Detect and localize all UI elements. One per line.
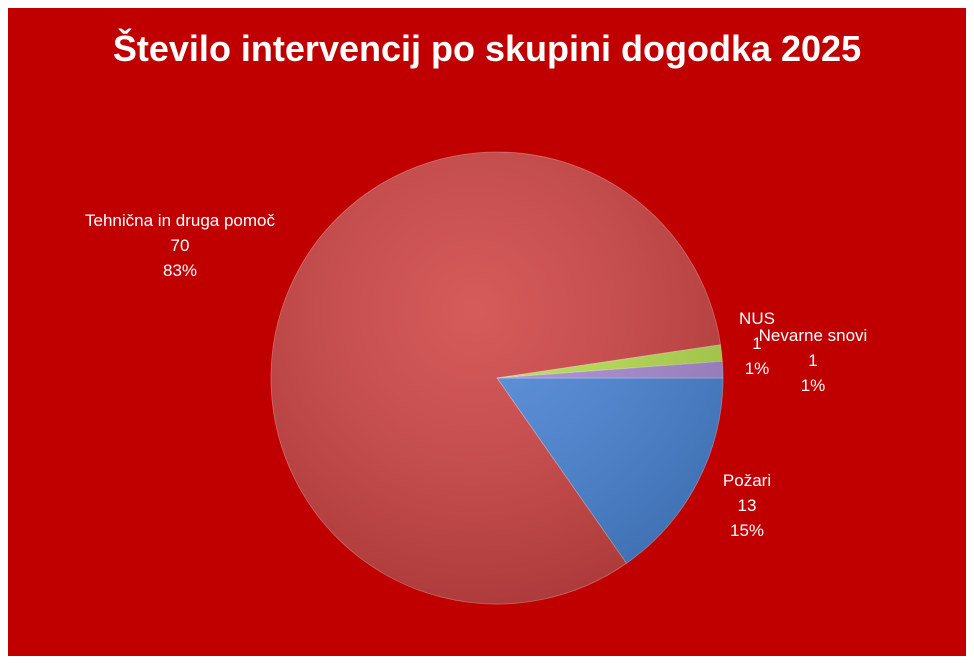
label-percent: 1%: [800, 376, 826, 395]
label-value: 13: [737, 496, 757, 515]
data-label: Tehnična in druga pomoč 70 83%: [80, 208, 280, 283]
label-percent: 1%: [744, 359, 770, 378]
label-name: Požari: [722, 471, 772, 490]
label-percent: 83%: [162, 261, 198, 280]
label-name: NUS: [739, 309, 775, 328]
label-value: 70: [170, 236, 190, 255]
label-value: 1: [752, 334, 762, 353]
label-percent: 15%: [729, 521, 765, 540]
label-name: Nevarne snovi: [758, 326, 868, 345]
label-value: 1: [808, 351, 818, 370]
data-label: Požari 13 15%: [697, 468, 797, 543]
data-label: Nevarne snovi 1 1%: [738, 323, 888, 398]
data-label: NUS 1 1%: [717, 306, 797, 381]
label-name: Tehnična in druga pomoč: [85, 211, 275, 230]
chart-title: Število intervencij po skupini dogodka 2…: [112, 28, 862, 69]
